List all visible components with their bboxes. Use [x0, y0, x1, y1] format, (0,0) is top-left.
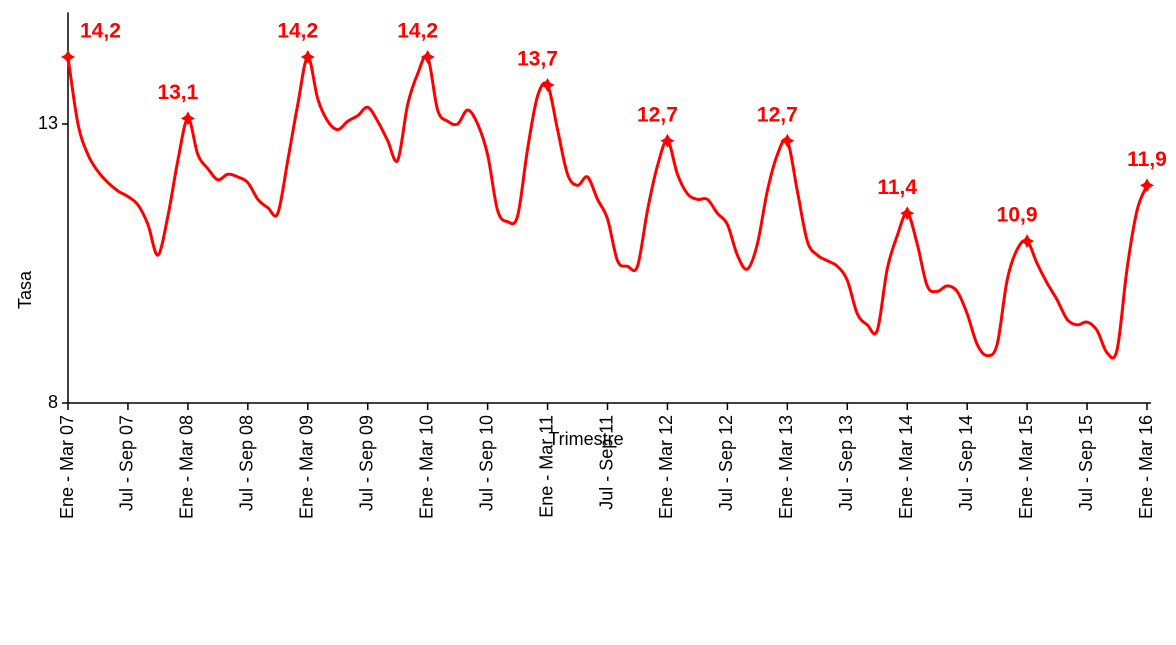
x-tick-label: Ene - Mar 12	[656, 415, 676, 519]
x-tick-label: Jul - Sep 07	[117, 415, 137, 511]
x-tick-label: Ene - Mar 11	[536, 415, 556, 518]
data-line	[66, 54, 1149, 360]
x-tick-label: Ene - Mar 10	[416, 415, 436, 519]
x-tick-label: Ene - Mar 07	[57, 415, 77, 519]
data-label: 13,7	[517, 47, 558, 70]
y-tick-label: 8	[48, 392, 58, 412]
marker	[300, 50, 315, 65]
marker	[780, 133, 795, 148]
data-label: 12,7	[757, 103, 798, 126]
marker	[420, 50, 435, 65]
data-label: 10,9	[997, 204, 1038, 227]
x-tick-label: Ene - Mar 13	[776, 415, 796, 519]
marker	[900, 206, 915, 221]
x-tick-label: Ene - Mar 08	[177, 415, 197, 519]
x-tick-label: Jul - Sep 11	[596, 415, 616, 510]
data-label: 14,2	[277, 20, 318, 43]
x-tick-label: Jul - Sep 15	[1076, 415, 1096, 511]
marker	[180, 111, 195, 126]
data-label: 11,9	[1127, 148, 1167, 171]
data-label: 14,2	[80, 20, 121, 43]
y-tick-label: 13	[38, 113, 58, 133]
data-label: 14,2	[397, 20, 438, 43]
x-axis-label: Trimestre	[548, 429, 623, 449]
x-tick-label: Ene - Mar 16	[1136, 415, 1156, 519]
y-axis-label: Tasa	[15, 270, 35, 309]
marker	[61, 50, 75, 65]
x-tick-label: Jul - Sep 13	[836, 415, 856, 511]
marker	[1020, 234, 1035, 249]
x-tick-label: Jul - Sep 14	[956, 415, 976, 511]
marker	[660, 133, 675, 148]
marker	[1140, 178, 1154, 193]
x-tick-label: Jul - Sep 12	[716, 415, 736, 511]
x-tick-label: Ene - Mar 15	[1016, 415, 1036, 519]
marker	[540, 77, 555, 92]
data-label: 12,7	[637, 103, 678, 126]
data-label: 11,4	[877, 176, 917, 199]
x-tick-label: Jul - Sep 08	[237, 415, 257, 511]
x-tick-label: Ene - Mar 14	[896, 415, 916, 519]
x-tick-label: Jul - Sep 10	[476, 415, 496, 511]
data-label: 13,1	[157, 81, 198, 104]
x-tick-label: Ene - Mar 09	[297, 415, 317, 519]
x-tick-label: Jul - Sep 09	[356, 415, 376, 511]
